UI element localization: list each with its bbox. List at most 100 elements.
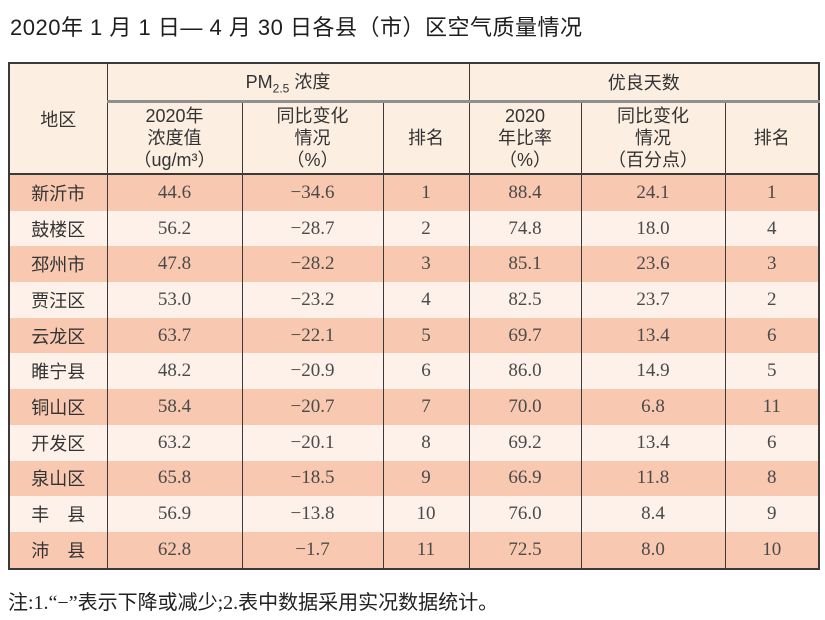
cell-good-rate: 86.0 — [468, 353, 582, 390]
header-group-row: 地区 PM2.5 浓度 优良天数 — [8, 63, 820, 175]
header-pm-group: PM2.5 浓度 — [106, 63, 470, 103]
cell-pm-change: −28.7 — [241, 210, 384, 247]
page-title: 2020年 1 月 1 日— 4 月 30 日各县（市）区空气质量情况 — [10, 15, 583, 40]
cell-pm-value: 56.2 — [106, 210, 243, 247]
cell-pm-rank: 2 — [382, 210, 470, 247]
header-pm-change: 同比变化 情况 （%） — [241, 101, 384, 175]
cell-good-change: 13.4 — [580, 317, 726, 354]
cell-pm-value: 56.9 — [106, 496, 243, 532]
cell-pm-value: 44.6 — [106, 174, 243, 211]
table-row: 沛 县 62.8 −1.7 11 72.5 8.0 10 — [8, 531, 820, 569]
header-region: 地区 — [8, 63, 108, 175]
pm-suffix: 浓度 — [289, 72, 331, 93]
cell-good-rank: 8 — [724, 460, 820, 497]
cell-region: 新沂市 — [8, 174, 108, 211]
table-row: 开发区 63.2 −20.1 8 69.2 13.4 6 — [8, 424, 820, 461]
header-pm-rank: 排名 — [382, 101, 470, 175]
cell-good-rank: 5 — [724, 353, 820, 390]
cell-good-change: 18.0 — [580, 210, 726, 247]
cell-good-change: 13.4 — [580, 424, 726, 461]
table-row: 邳州市 47.8 −28.2 3 85.1 23.6 3 — [8, 246, 820, 283]
cell-pm-value: 58.4 — [106, 389, 243, 425]
cell-good-rate: 85.1 — [468, 246, 582, 283]
cell-pm-rank: 3 — [382, 246, 470, 283]
cell-good-rate: 69.7 — [468, 317, 582, 354]
cell-pm-change: −20.1 — [241, 424, 384, 461]
table-row: 丰 县 56.9 −13.8 10 76.0 8.4 9 — [8, 496, 820, 532]
table-row: 铜山区 58.4 −20.7 7 70.0 6.8 11 — [8, 389, 820, 425]
cell-pm-value: 53.0 — [106, 282, 243, 318]
cell-region: 云龙区 — [8, 317, 108, 354]
cell-pm-rank: 9 — [382, 460, 470, 497]
pm-group-label: PM2.5 浓度 — [245, 72, 331, 96]
cell-good-rate: 76.0 — [468, 496, 582, 532]
cell-pm-change: −18.5 — [241, 460, 384, 497]
table-row: 泉山区 65.8 −18.5 9 66.9 11.8 8 — [8, 460, 820, 497]
cell-good-change: 24.1 — [580, 174, 726, 211]
cell-pm-rank: 5 — [382, 317, 470, 354]
cell-good-rate: 66.9 — [468, 460, 582, 497]
cell-pm-change: −22.1 — [241, 317, 384, 354]
cell-pm-change: −23.2 — [241, 282, 384, 318]
cell-pm-value: 65.8 — [106, 460, 243, 497]
cell-pm-rank: 8 — [382, 424, 470, 461]
cell-good-rank: 11 — [724, 389, 820, 425]
cell-good-change: 6.8 — [580, 389, 726, 425]
footnote: 注:1.“−”表示下降或减少;2.表中数据采用实况数据统计。 — [8, 592, 499, 614]
cell-good-rate: 74.8 — [468, 210, 582, 247]
cell-pm-value: 62.8 — [106, 531, 243, 569]
cell-good-change: 23.7 — [580, 282, 726, 318]
cell-good-rate: 70.0 — [468, 389, 582, 425]
cell-good-rate: 69.2 — [468, 424, 582, 461]
cell-good-change: 14.9 — [580, 353, 726, 390]
cell-good-rank: 6 — [724, 317, 820, 354]
cell-pm-value: 63.7 — [106, 317, 243, 354]
cell-pm-rank: 4 — [382, 282, 470, 318]
cell-good-change: 8.0 — [580, 531, 726, 569]
cell-good-change: 8.4 — [580, 496, 726, 532]
cell-pm-change: −1.7 — [241, 531, 384, 569]
cell-pm-value: 47.8 — [106, 246, 243, 283]
table-row: 睢宁县 48.2 −20.9 6 86.0 14.9 5 — [8, 353, 820, 390]
cell-good-rate: 82.5 — [468, 282, 582, 318]
cell-region: 贾汪区 — [8, 282, 108, 318]
header-good-rate: 2020 年比率 （%） — [468, 101, 582, 175]
cell-region: 铜山区 — [8, 389, 108, 425]
cell-region: 睢宁县 — [8, 353, 108, 390]
cell-good-change: 23.6 — [580, 246, 726, 283]
cell-pm-change: −28.2 — [241, 246, 384, 283]
cell-region: 邳州市 — [8, 246, 108, 283]
cell-good-rank: 9 — [724, 496, 820, 532]
cell-region: 丰 县 — [8, 496, 108, 532]
cell-pm-change: −34.6 — [241, 174, 384, 211]
cell-pm-rank: 1 — [382, 174, 470, 211]
cell-pm-rank: 10 — [382, 496, 470, 532]
cell-good-rank: 10 — [724, 531, 820, 569]
cell-good-rank: 1 — [724, 174, 820, 211]
cell-good-rank: 2 — [724, 282, 820, 318]
pm-prefix: PM — [245, 72, 273, 93]
cell-region: 开发区 — [8, 424, 108, 461]
table-row: 新沂市 44.6 −34.6 1 88.4 24.1 1 — [8, 174, 820, 211]
table-body: 新沂市 44.6 −34.6 1 88.4 24.1 1 鼓楼区 56.2 −28.7 2 74.8 1… — [8, 174, 820, 569]
cell-region: 沛 县 — [8, 531, 108, 569]
cell-pm-rank: 7 — [382, 389, 470, 425]
cell-good-rate: 72.5 — [468, 531, 582, 569]
air-quality-table: 地区 PM2.5 浓度 优良天数 2020年 浓度值 （ug/m³） 同比变化 … — [8, 62, 821, 570]
cell-good-rank: 3 — [724, 246, 820, 283]
cell-pm-rank: 6 — [382, 353, 470, 390]
cell-region: 泉山区 — [8, 460, 108, 497]
table-header: 地区 PM2.5 浓度 优良天数 2020年 浓度值 （ug/m³） 同比变化 … — [8, 63, 820, 175]
table-row: 云龙区 63.7 −22.1 5 69.7 13.4 6 — [8, 317, 820, 354]
table-row: 贾汪区 53.0 −23.2 4 82.5 23.7 2 — [8, 282, 820, 318]
cell-pm-change: −20.9 — [241, 353, 384, 390]
cell-good-rank: 6 — [724, 424, 820, 461]
header-good-rank: 排名 — [724, 101, 820, 175]
header-pm-value: 2020年 浓度值 （ug/m³） — [106, 101, 243, 175]
cell-pm-rank: 11 — [382, 531, 470, 569]
cell-pm-value: 63.2 — [106, 424, 243, 461]
cell-good-change: 11.8 — [580, 460, 726, 497]
cell-pm-change: −20.7 — [241, 389, 384, 425]
cell-good-rank: 4 — [724, 210, 820, 247]
header-good-days-group: 优良天数 — [468, 63, 820, 103]
